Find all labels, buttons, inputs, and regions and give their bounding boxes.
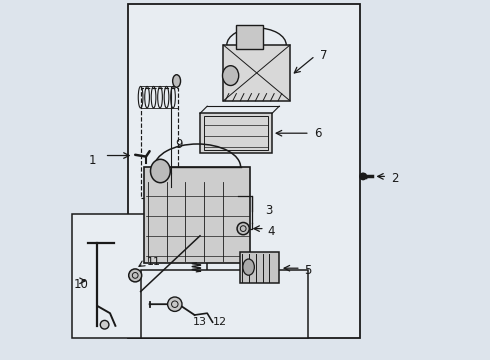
Text: 12: 12 — [213, 317, 227, 327]
Circle shape — [129, 269, 142, 282]
Ellipse shape — [243, 259, 254, 275]
Bar — [223, 45, 290, 101]
Text: 9: 9 — [162, 175, 169, 188]
Text: 8: 8 — [162, 187, 169, 200]
Circle shape — [237, 222, 249, 235]
Circle shape — [100, 320, 109, 329]
Circle shape — [360, 173, 367, 180]
Text: 2: 2 — [391, 172, 398, 185]
Ellipse shape — [172, 75, 180, 87]
Text: 5: 5 — [304, 264, 312, 277]
Bar — [236, 25, 263, 49]
Ellipse shape — [222, 66, 239, 85]
Bar — [72, 214, 207, 338]
Bar — [128, 4, 360, 338]
Ellipse shape — [150, 159, 171, 183]
Text: 11: 11 — [147, 257, 161, 267]
Text: 3: 3 — [265, 204, 272, 217]
Bar — [141, 270, 308, 338]
Text: 1: 1 — [88, 154, 96, 167]
Bar — [141, 88, 178, 198]
Bar — [240, 252, 279, 283]
Text: 6: 6 — [315, 127, 322, 140]
Text: 10: 10 — [74, 278, 89, 291]
Bar — [204, 116, 269, 150]
Bar — [200, 113, 272, 153]
Circle shape — [168, 297, 182, 311]
Text: 13: 13 — [193, 317, 207, 327]
Text: 4: 4 — [268, 225, 275, 238]
Text: 7: 7 — [320, 49, 327, 62]
Text: 9: 9 — [175, 138, 182, 150]
Bar — [144, 167, 250, 263]
